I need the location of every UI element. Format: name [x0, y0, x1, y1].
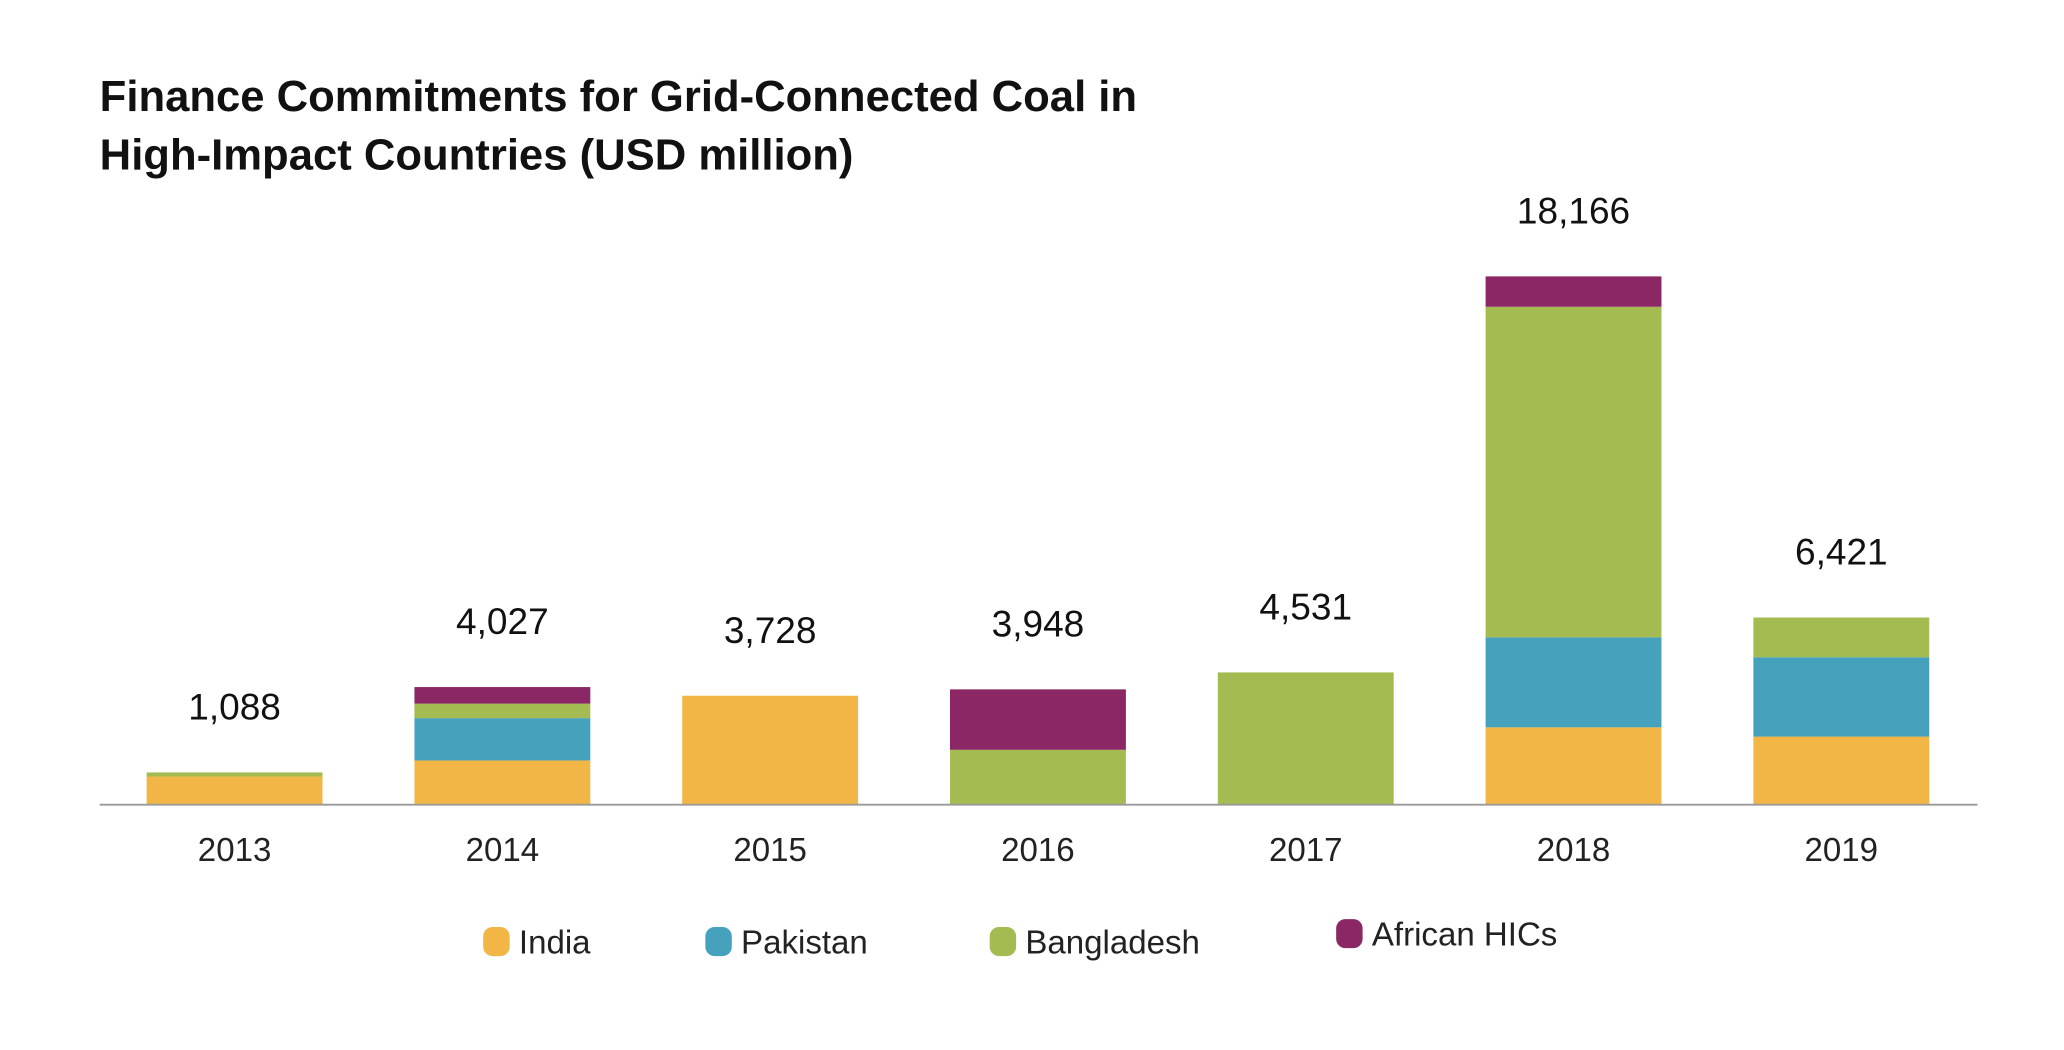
- legend-swatch-india: [483, 927, 510, 957]
- legend-label-bangladesh: Bangladesh: [1025, 924, 1200, 961]
- bar-segment-bangladesh-2018: [1485, 306, 1662, 638]
- total-label-2015: 3,728: [724, 609, 817, 651]
- legend-swatch-bangladesh: [989, 927, 1017, 957]
- total-label-2018: 18,166: [1517, 189, 1630, 231]
- x-tick-2016: 2016: [1001, 832, 1075, 869]
- total-label-2019: 6,421: [1795, 531, 1888, 573]
- legend-label-pakistan: Pakistan: [741, 924, 868, 961]
- bar-segment-bangladesh-2014: [414, 703, 591, 719]
- total-label-2016: 3,948: [992, 602, 1085, 644]
- total-label-2017: 4,531: [1259, 586, 1352, 628]
- bar-segment-india-2018: [1485, 727, 1662, 805]
- bar-segment-african-hics-2014: [414, 687, 591, 704]
- bar-segment-india-2013: [146, 776, 323, 805]
- bar-segment-bangladesh-2017: [1217, 672, 1394, 805]
- legend-swatch-african-hics: [1336, 919, 1363, 949]
- total-label-2013: 1,088: [188, 686, 281, 728]
- total-label-2014: 4,027: [456, 600, 549, 642]
- legend: India Pakistan Bangladesh African HICs: [483, 917, 1557, 961]
- bars: [146, 276, 1930, 805]
- bar-segment-india-2015: [682, 695, 859, 805]
- legend-label-african-hics: African HICs: [1372, 917, 1557, 954]
- x-tick-2013: 2013: [198, 832, 272, 869]
- chart-title-line-1: Finance Commitments for Grid-Connected C…: [100, 73, 1137, 121]
- x-tick-2019: 2019: [1805, 832, 1879, 869]
- x-tick-2015: 2015: [733, 832, 807, 869]
- bar-segment-india-2014: [414, 760, 591, 805]
- bar-segment-african-hics-2016: [950, 689, 1126, 750]
- bar-segment-pakistan-2014: [414, 718, 591, 761]
- total-labels: 1,088 4,027 3,728 3,948 4,531 18,166 6,421: [188, 189, 1887, 727]
- legend-swatch-pakistan: [705, 927, 732, 957]
- x-tick-2017: 2017: [1269, 832, 1343, 869]
- x-tick-labels: 2013 2014 2015 2016 2017 2018 2019: [198, 832, 1878, 869]
- bar-segment-pakistan-2019: [1753, 657, 1930, 737]
- bar-segment-bangladesh-2016: [950, 749, 1126, 805]
- chart-title-line-2: High-Impact Countries (USD million): [100, 131, 854, 179]
- bar-segment-india-2019: [1753, 736, 1930, 805]
- bar-segment-african-hics-2018: [1485, 276, 1662, 307]
- bar-segment-bangladesh-2019: [1753, 617, 1930, 658]
- bar-segment-pakistan-2018: [1485, 637, 1662, 728]
- x-tick-2018: 2018: [1537, 832, 1611, 869]
- x-tick-2014: 2014: [466, 832, 540, 869]
- bar-segment-bangladesh-2013: [146, 772, 323, 777]
- legend-label-india: India: [519, 924, 591, 961]
